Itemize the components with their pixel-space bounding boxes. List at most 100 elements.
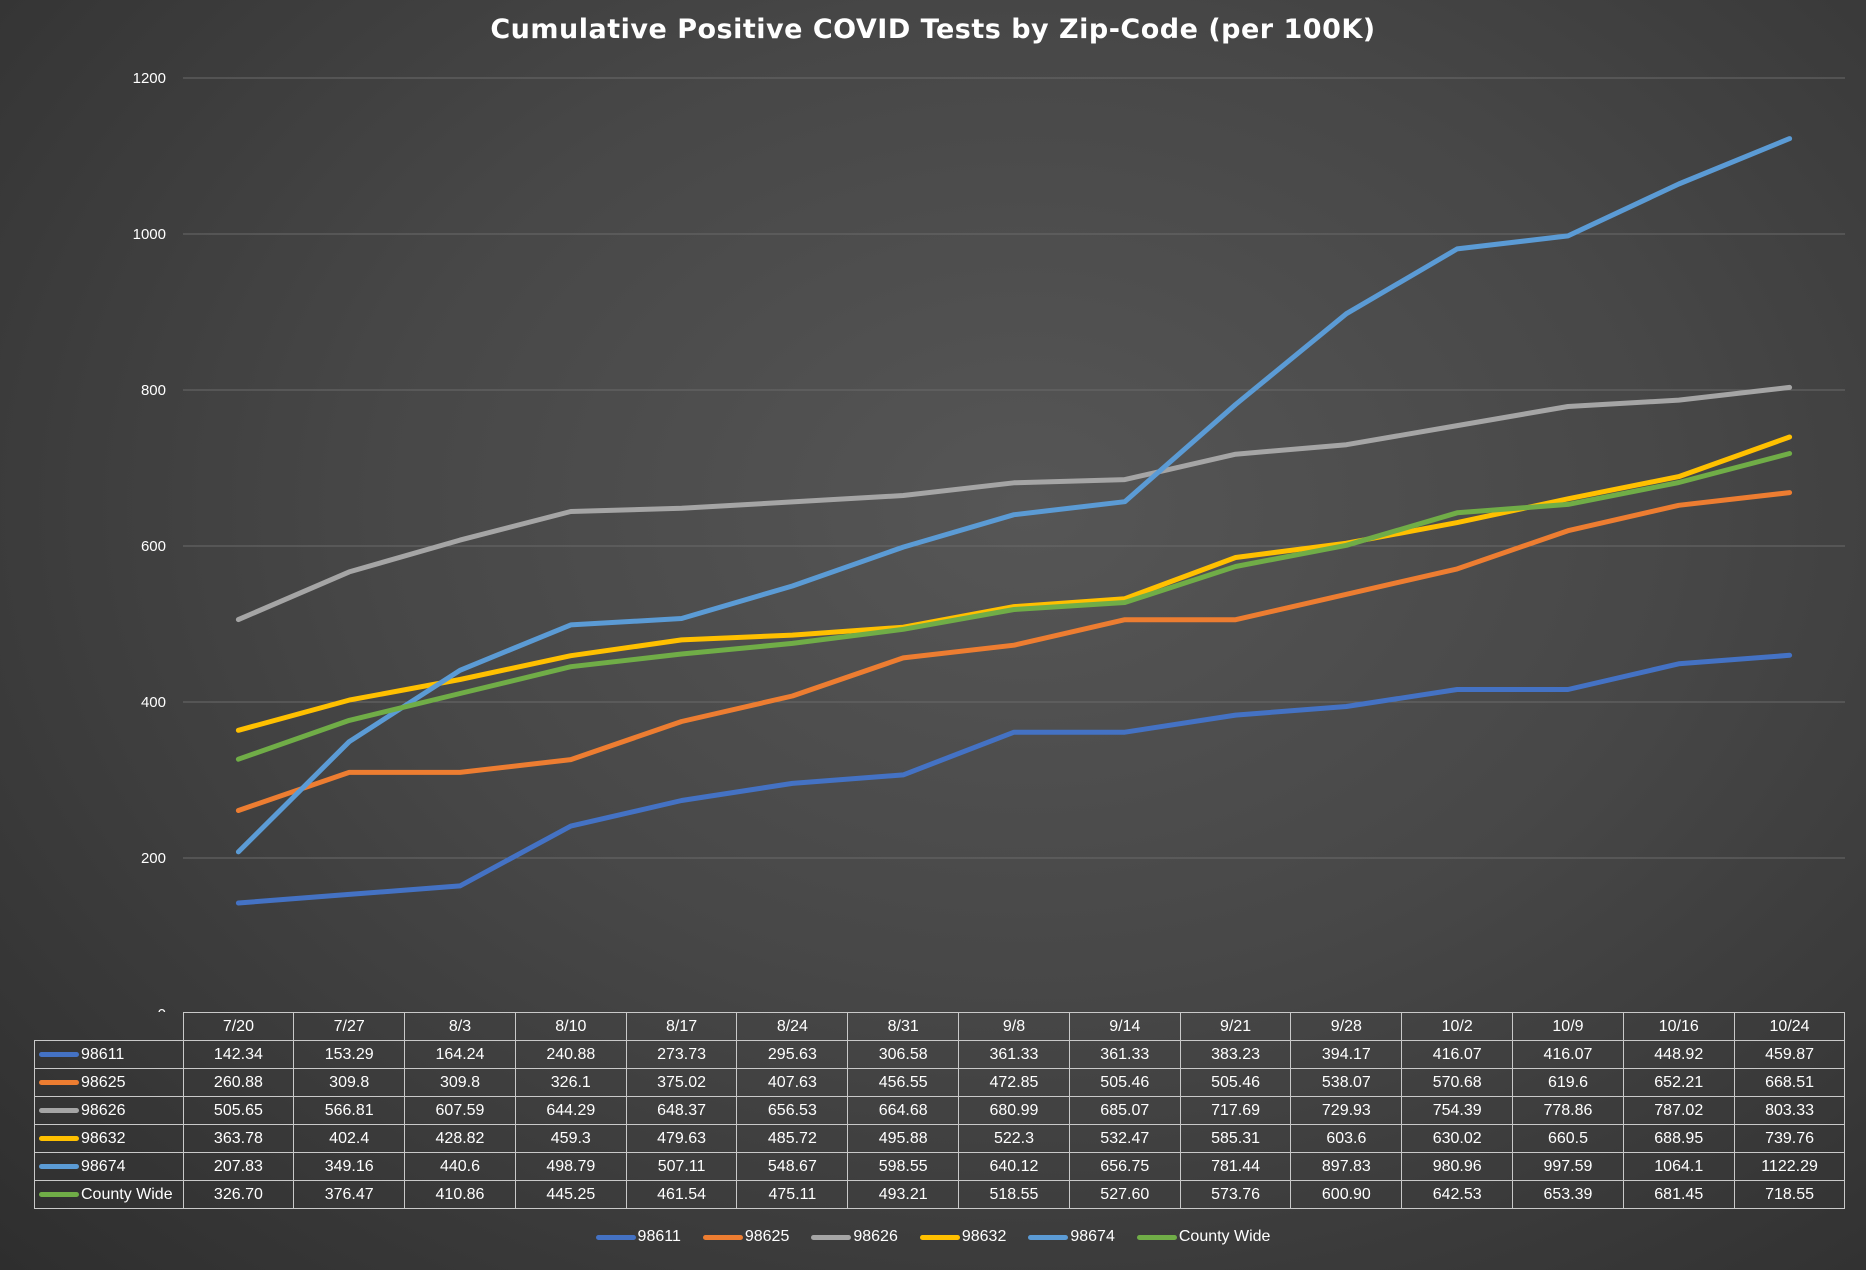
table-cell: 428.82 [404, 1124, 516, 1153]
legend-label: County Wide [1178, 1228, 1271, 1245]
legend-label: 98625 [744, 1228, 790, 1245]
table-cell: 648.37 [625, 1096, 738, 1125]
legend-label: 98626 [853, 1228, 898, 1245]
table-cell: 273.73 [625, 1040, 738, 1069]
table-column-header: 9/8 [958, 1012, 1070, 1041]
table-cell: 803.33 [1733, 1096, 1846, 1125]
table-column-header: 8/3 [404, 1012, 516, 1041]
table-cell: 459.87 [1733, 1040, 1846, 1069]
y-axis-tick-labels: 0 200 400 600 800 1000 1200 [133, 70, 166, 1012]
series-line [235, 136, 1793, 855]
table-cell: 600.90 [1290, 1180, 1403, 1209]
table-row: County Wide 326.70 376.47 410.86 445.25 461.5… [34, 1180, 1846, 1209]
table-cell: 326.1 [514, 1068, 627, 1097]
table-row: 98674 207.83 349.16 440.6 498.79 507.11 548.67… [34, 1152, 1846, 1181]
table-cell: 630.02 [1401, 1124, 1514, 1153]
table-cell: 685.07 [1068, 1096, 1181, 1125]
series-98626 [235, 384, 1793, 623]
line-chart: 0 200 400 600 800 1000 1200 [133, 70, 1845, 1012]
table-cell: 532.47 [1068, 1124, 1181, 1153]
table-cell: 548.67 [736, 1152, 849, 1181]
table-cell: 493.21 [847, 1180, 960, 1209]
legend-item: 98626 [811, 1228, 898, 1246]
table-cell: 656.53 [736, 1096, 849, 1125]
table-column-header: 8/31 [847, 1012, 960, 1041]
table-row: 98611 142.34 153.29 164.24 240.88 273.73 295.6… [34, 1040, 1846, 1069]
table-row-label: County Wide [34, 1180, 184, 1209]
legend: 98611 98625 98626 98632 98674 County Wide [0, 1228, 1866, 1246]
series-lines [235, 136, 1793, 906]
table-column-header: 9/21 [1179, 1012, 1292, 1041]
table-cell: 207.83 [182, 1152, 295, 1181]
table-cell: 164.24 [404, 1040, 516, 1069]
table-cell: 361.33 [958, 1040, 1070, 1069]
series-swatch [39, 1135, 79, 1141]
table-cell: 349.16 [293, 1152, 406, 1181]
table-cell: 495.88 [847, 1124, 960, 1153]
legend-label: 98632 [961, 1228, 1007, 1245]
table-cell: 522.3 [958, 1124, 1070, 1153]
series-swatch [39, 1107, 79, 1113]
table-cell: 416.07 [1512, 1040, 1624, 1069]
table-cell: 652.21 [1622, 1068, 1735, 1097]
table-cell: 1064.1 [1622, 1152, 1735, 1181]
y-tick-label: 1000 [133, 226, 166, 243]
table-column-header: 10/16 [1622, 1012, 1735, 1041]
table-column-header: 10/24 [1733, 1012, 1846, 1041]
table-cell: 527.60 [1068, 1180, 1181, 1209]
y-tick-label: 0 [158, 1006, 166, 1012]
table-cell: 485.72 [736, 1124, 849, 1153]
table-cell: 475.11 [736, 1180, 849, 1209]
table-row-label: 98625 [34, 1068, 184, 1097]
table-cell: 416.07 [1401, 1040, 1514, 1069]
table-cell: 456.55 [847, 1068, 960, 1097]
legend-swatch [1028, 1234, 1069, 1240]
series-swatch [39, 1163, 79, 1169]
data-table: 7/20 7/27 8/3 8/10 8/17 8/24 8/31 9/8 9/14 9/21 9/… [34, 1012, 1846, 1209]
table-column-header: 9/14 [1068, 1012, 1181, 1041]
table-cell: 668.51 [1733, 1068, 1846, 1097]
table-cell: 717.69 [1179, 1096, 1292, 1125]
series-98611 [235, 652, 1793, 906]
series-line [235, 490, 1793, 813]
chart-title: Cumulative Positive COVID Tests by Zip-C… [490, 14, 1376, 45]
table-cell: 505.46 [1179, 1068, 1292, 1097]
series-name: County Wide [81, 1185, 173, 1203]
table-cell: 363.78 [182, 1124, 295, 1153]
table-column-header: 10/2 [1401, 1012, 1514, 1041]
table-cell: 781.44 [1179, 1152, 1292, 1181]
table-column-header: 10/9 [1512, 1012, 1624, 1041]
table-cell: 309.8 [293, 1068, 406, 1097]
table-cell: 607.59 [404, 1096, 516, 1125]
table-cell: 361.33 [1068, 1040, 1181, 1069]
table-column-header: 7/20 [182, 1012, 295, 1041]
table-cell: 566.81 [293, 1096, 406, 1125]
table-row: 98625 260.88 309.8 309.8 326.1 375.02 407.63 45… [34, 1068, 1846, 1097]
table-cell: 681.45 [1622, 1180, 1735, 1209]
table-cell: 472.85 [958, 1068, 1070, 1097]
table-cell: 570.68 [1401, 1068, 1514, 1097]
table-row-label: 98611 [34, 1040, 184, 1069]
legend-item: 98674 [1028, 1228, 1115, 1246]
table-cell: 778.86 [1512, 1096, 1624, 1125]
y-tick-label: 1200 [133, 70, 166, 87]
table-cell: 375.02 [625, 1068, 738, 1097]
table-cell: 440.6 [404, 1152, 516, 1181]
table-row: 98626 505.65 566.81 607.59 644.29 648.37 656.5… [34, 1096, 1846, 1125]
legend-swatch [919, 1234, 960, 1240]
y-tick-label: 600 [141, 538, 166, 555]
table-cell: 407.63 [736, 1068, 849, 1097]
series-name: 98626 [81, 1101, 126, 1119]
table-corner-cell [34, 1012, 184, 1041]
series-name: 98611 [81, 1045, 125, 1063]
table-cell: 739.76 [1733, 1124, 1846, 1153]
table-cell: 326.70 [182, 1180, 295, 1209]
table-cell: 538.07 [1290, 1068, 1403, 1097]
table-cell: 642.53 [1401, 1180, 1514, 1209]
table-column-header: 8/24 [736, 1012, 849, 1041]
table-cell: 153.29 [293, 1040, 406, 1069]
table-column-header: 9/28 [1290, 1012, 1403, 1041]
table-row: 98632 363.78 402.4 428.82 459.3 479.63 485.72 4… [34, 1124, 1846, 1153]
series-swatch [39, 1079, 79, 1085]
table-cell: 402.4 [293, 1124, 406, 1153]
